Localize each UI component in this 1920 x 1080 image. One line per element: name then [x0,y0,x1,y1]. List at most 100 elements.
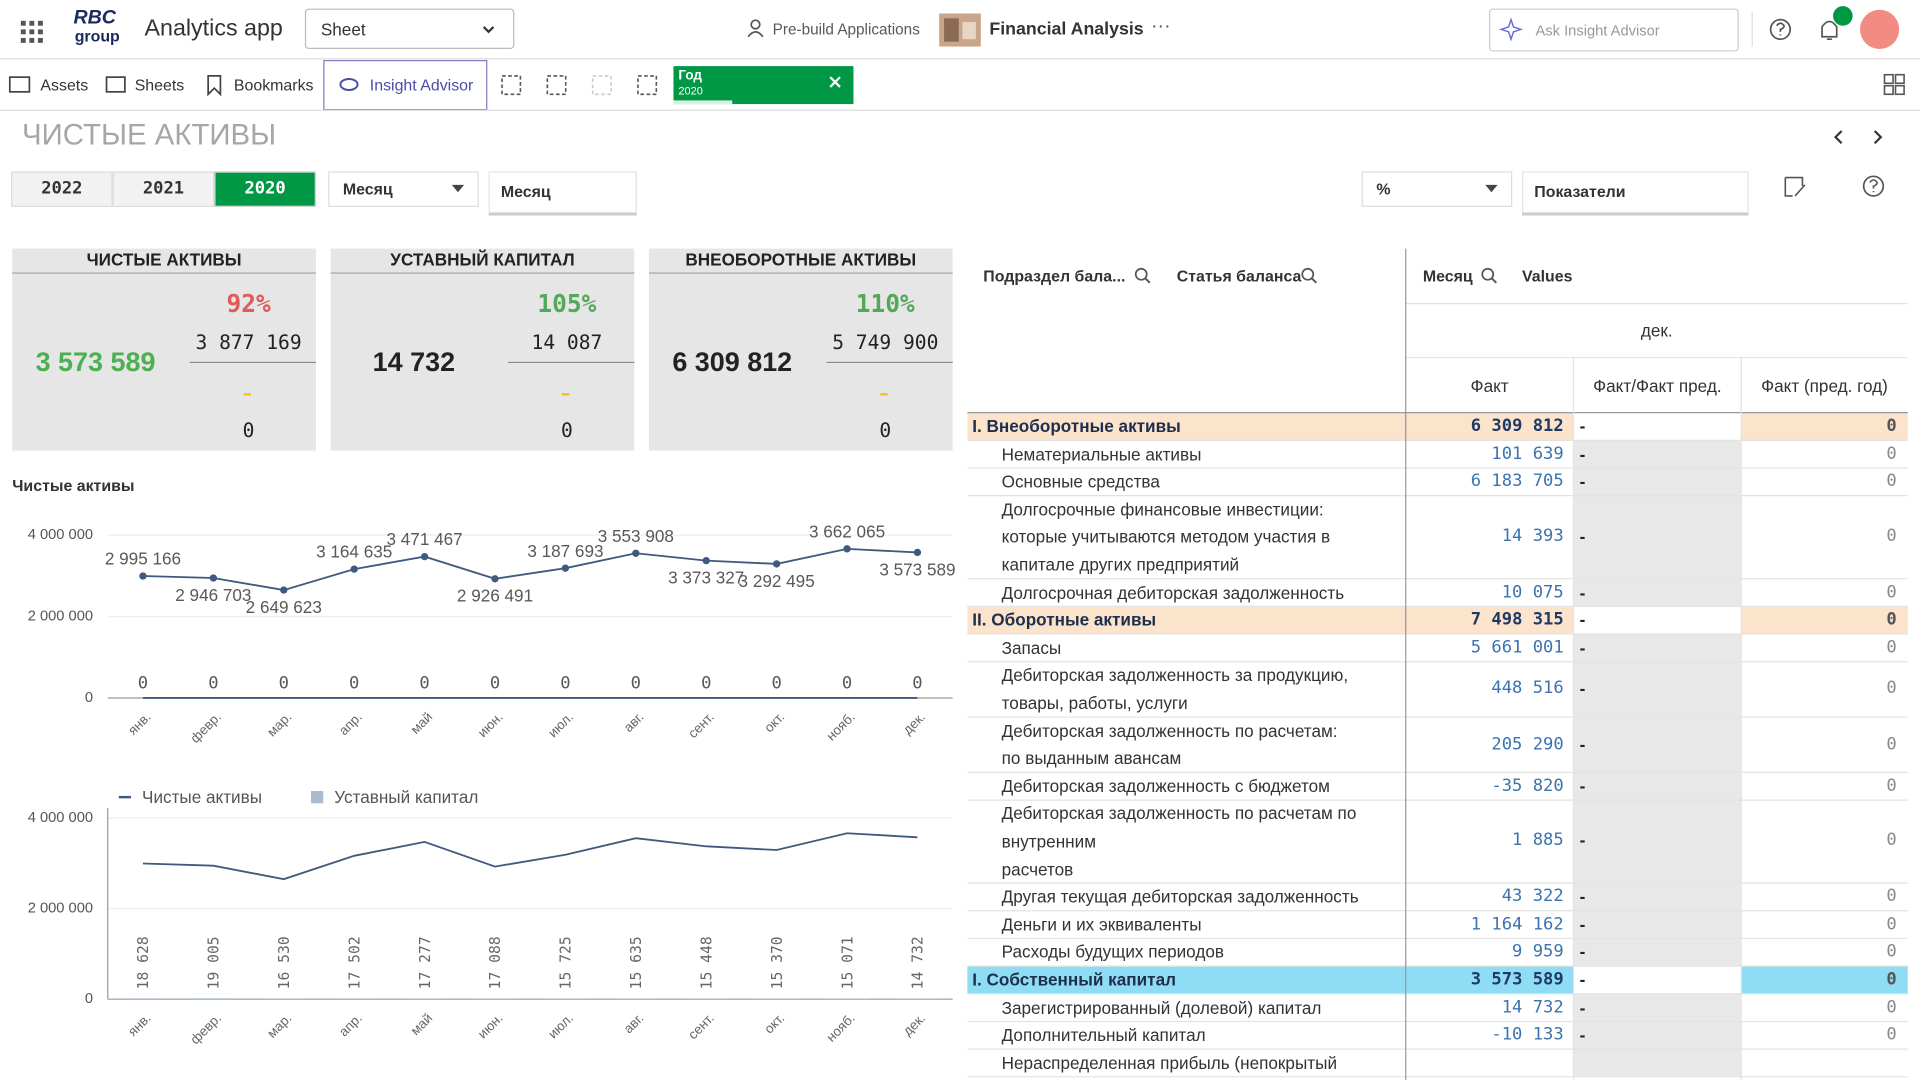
search-icon [1145,278,1150,283]
search-icon [1491,278,1496,283]
x-tick-label: апр. [336,1010,365,1039]
data-point [351,565,358,572]
bar [756,998,798,999]
data-label: 2 926 491 [457,586,533,606]
person-icon [748,32,763,37]
bar [333,998,375,999]
x-tick-label: окт. [761,1010,787,1036]
bar [263,998,305,999]
layout-icon [1896,86,1905,95]
dropdown-arrow [1485,185,1497,192]
data-label: 0 [208,673,218,693]
apps-icon [38,29,43,34]
bar-label: 15 370 [769,936,786,989]
data-point [632,550,639,557]
bar-label: 19 005 [206,936,223,989]
notification-badge [1833,6,1853,26]
apps-icon [29,29,34,34]
bar-label: 15 071 [839,936,856,989]
person-icon [751,20,760,29]
avatar [1860,10,1899,49]
sheets-icon [107,77,125,92]
y-tick-label: 2 000 000 [28,608,93,624]
selection-tool-icon [638,76,656,94]
data-label: 0 [349,673,359,693]
y-tick-label: 2 000 000 [28,900,93,916]
x-tick-label: мар. [264,709,294,739]
x-tick-label: сент. [685,1010,717,1042]
bar [896,999,938,1000]
x-tick-label: май [408,1010,436,1038]
x-tick-label: июл. [545,709,576,740]
help-icon [1777,23,1784,35]
data-label: 3 573 589 [879,559,955,579]
data-label: 2 946 703 [175,585,251,605]
data-label: 0 [842,673,852,693]
edit-icon [1785,178,1805,196]
layout-icon [1884,75,1893,84]
x-tick-label: авг. [621,1010,647,1036]
x-tick-label: окт. [761,709,787,735]
x-tick-label: дек. [900,709,928,737]
x-tick-label: авг. [621,709,647,735]
data-label: 0 [560,673,570,693]
chevron-icon [484,27,494,32]
bar [826,999,868,1000]
selection-progress [673,100,732,104]
y-tick-label: 0 [85,690,93,706]
data-point [421,553,428,560]
data-label: 0 [490,673,500,693]
data-label: 3 471 467 [386,529,462,549]
assets-icon [10,77,30,92]
bar-label: 18 628 [135,936,152,989]
apps-icon [21,29,26,34]
data-label: 0 [771,673,781,693]
legend-label: Уставный капитал [334,787,478,807]
data-label: 2 649 623 [246,597,322,617]
apps-icon [38,38,43,43]
apps-icon [29,21,34,26]
data-label: 3 373 327 [668,568,744,588]
chevron-icon [1875,131,1881,143]
bell-icon [1822,21,1837,39]
selection-tool-icon [502,76,520,94]
search-icon [1311,278,1316,283]
selection-tool-icon [547,76,565,94]
bar-label: 14 732 [910,936,927,989]
legend-swatch [311,791,323,803]
data-label: 0 [631,673,641,693]
bar-label: 15 448 [698,936,715,989]
x-tick-label: янв. [125,1010,154,1039]
data-label: 0 [279,673,289,693]
clear-icon [830,77,840,87]
legend-label: Чистые активы [142,787,262,807]
x-tick-label: май [408,709,436,737]
app-thumbnail [944,18,959,41]
data-label: 3 553 908 [598,526,674,546]
data-label: 0 [701,673,711,693]
x-tick-label: июн. [475,709,506,740]
selection-tool-icon [593,76,611,94]
data-label: 3 187 693 [527,541,603,561]
data-label: 3 164 635 [316,542,392,562]
x-tick-label: янв. [125,709,154,738]
bar [474,998,516,999]
x-tick-label: нояб. [823,709,857,743]
x-tick-label: сент. [685,709,717,741]
data-label: 0 [138,673,148,693]
data-point [491,575,498,582]
chevron-icon [1836,131,1842,143]
bar [403,998,445,999]
data-point [139,572,146,579]
layout-icon [1896,75,1905,84]
bar-label: 15 725 [558,936,575,989]
data-point [562,565,569,572]
apps-icon [29,38,34,43]
bar [192,998,234,999]
help-icon [1870,180,1877,192]
app-thumbnail [962,22,975,39]
x-tick-label: февр. [187,1010,224,1047]
